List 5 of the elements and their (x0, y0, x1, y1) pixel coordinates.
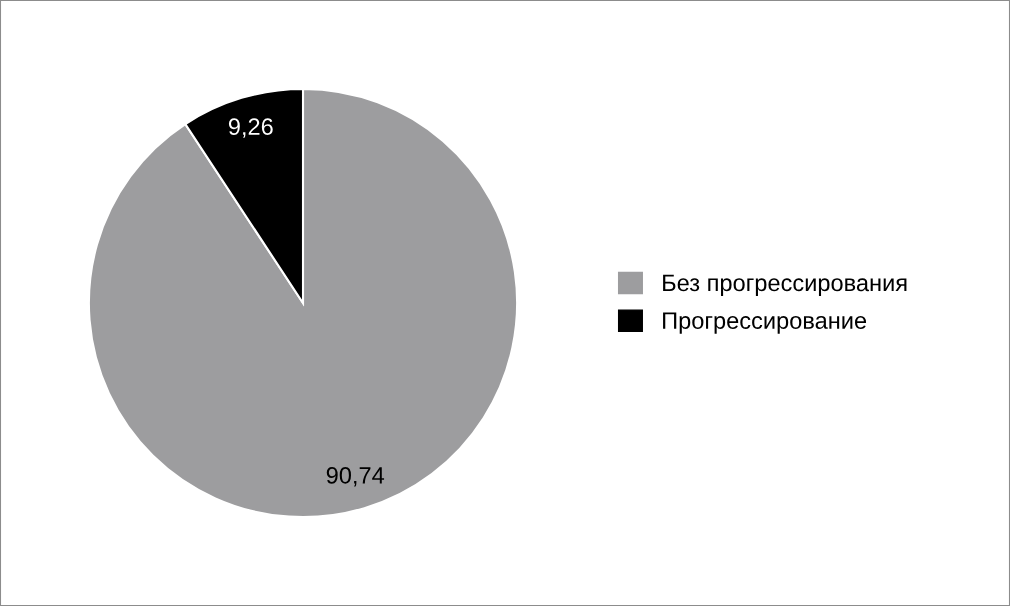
legend-label: Прогрессирование (663, 312, 867, 334)
legend-label: Без прогрессирования (663, 274, 907, 296)
pie-slice (87, 87, 519, 519)
data-label: 9,26 (228, 118, 273, 138)
data-label: 90,74 (326, 466, 385, 487)
